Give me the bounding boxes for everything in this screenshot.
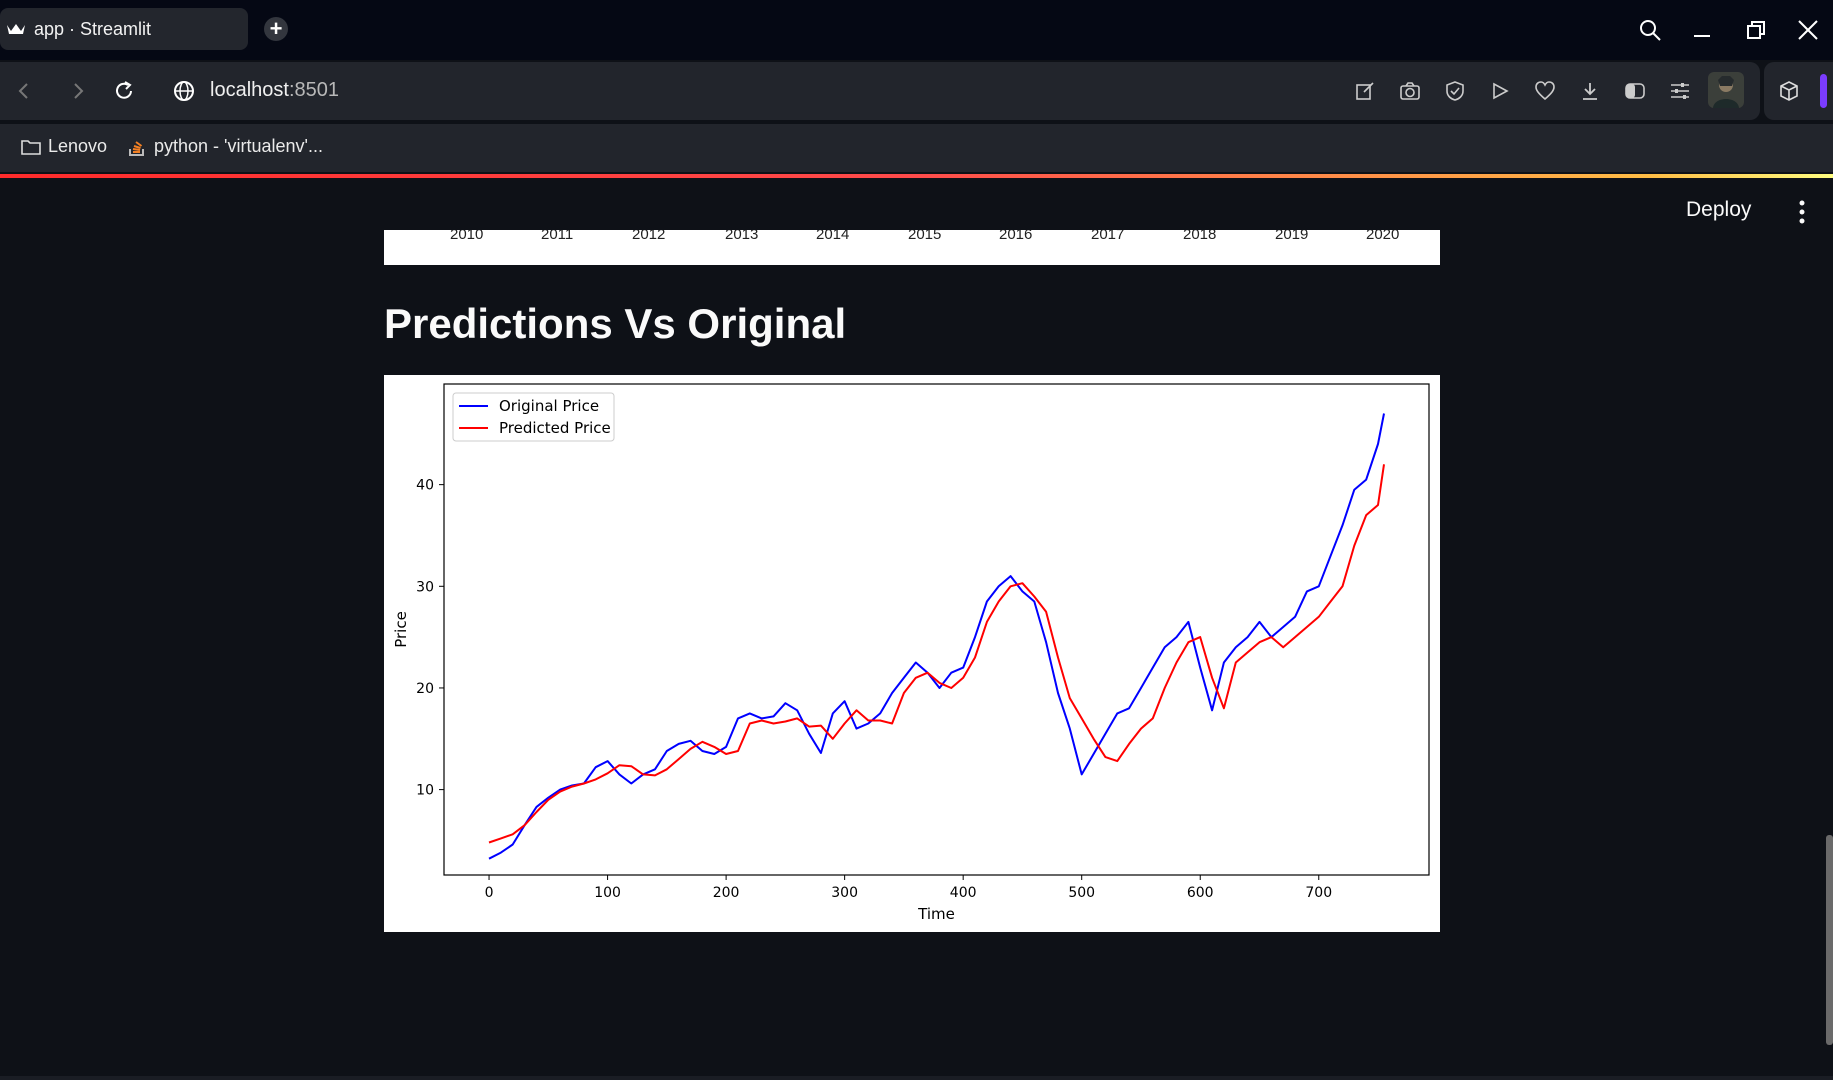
bookmark-python-virtualenv[interactable]: python - 'virtualenv'...: [128, 136, 323, 157]
streamlit-crown-icon: [7, 24, 25, 34]
y-tick-label: 30: [416, 579, 434, 595]
bottom-edge: [0, 1076, 1833, 1080]
edit-share-icon[interactable]: [1352, 78, 1378, 104]
address-bar-row: localhost:8501: [0, 62, 1760, 120]
tab-title: app · Streamlit: [34, 18, 152, 39]
chart-svg: 0 100 200 300 400 500 600 700 10 20 30 40 Time Price O…: [392, 383, 1430, 923]
close-window-icon[interactable]: [1790, 12, 1826, 48]
x-tick-label: 500: [1068, 885, 1095, 901]
camera-icon[interactable]: [1397, 78, 1423, 104]
prev-chart-tick-label: 2014: [816, 230, 850, 243]
back-icon[interactable]: [8, 75, 40, 107]
prev-chart-tick-label: 2013: [725, 230, 759, 243]
extensions-cube-icon[interactable]: [1776, 78, 1802, 104]
prev-chart-tick-label: 2012: [632, 230, 666, 243]
download-icon[interactable]: [1577, 78, 1603, 104]
new-tab-button[interactable]: +: [264, 17, 288, 41]
prev-chart-tick-label: 2018: [1183, 230, 1217, 243]
bookmarks-bar: Lenovo python - 'virtualenv'...: [0, 124, 1833, 172]
x-tick-label: 200: [713, 885, 740, 901]
browser-titlebar: app · Streamlit +: [0, 0, 1833, 60]
settings-sliders-icon[interactable]: [1667, 78, 1693, 104]
reload-icon[interactable]: [108, 75, 140, 107]
x-tick-label: 100: [594, 885, 621, 901]
legend-label: Predicted Price: [499, 419, 611, 437]
prev-chart-tick-label: 2010: [450, 230, 484, 243]
profile-avatar[interactable]: [1708, 72, 1744, 108]
prev-chart-tick-label: 2016: [999, 230, 1033, 243]
prev-chart-tick-label: 2011: [541, 230, 574, 243]
y-tick-label: 40: [416, 478, 434, 494]
predictions-chart: 0 100 200 300 400 500 600 700 10 20 30 40 Time Price O…: [384, 375, 1440, 932]
main-menu-kebab-icon[interactable]: [1794, 198, 1810, 226]
prev-chart-tick-label: 2020: [1366, 230, 1400, 243]
forward-icon[interactable]: [62, 75, 94, 107]
legend-box: [452, 392, 615, 442]
sidebar-handle[interactable]: [1820, 74, 1827, 108]
x-tick-label: 0: [485, 885, 494, 901]
bookmark-lenovo[interactable]: Lenovo: [20, 136, 107, 157]
url-port: :8501: [288, 79, 339, 101]
page-scrollbar-thumb[interactable]: [1826, 835, 1833, 1045]
prev-chart-tick-label: 2019: [1275, 230, 1309, 243]
bookmark-label: Lenovo: [48, 136, 108, 156]
browser-tab[interactable]: app · Streamlit: [0, 8, 248, 50]
legend-label: Original Price: [499, 397, 599, 415]
minimize-icon[interactable]: [1684, 12, 1720, 48]
x-tick-label: 400: [950, 885, 977, 901]
url-field[interactable]: localhost:8501: [210, 79, 339, 102]
section-title: Predictions Vs Original: [384, 300, 847, 347]
heart-icon[interactable]: [1532, 78, 1558, 104]
deploy-button[interactable]: Deploy: [1686, 198, 1752, 221]
plot-frame: [443, 383, 1430, 876]
previous-chart-bottom: 2010 2011 2012 2013 2014 2015 2016 2017 …: [384, 230, 1440, 265]
folder-icon: [21, 139, 41, 155]
y-tick-label: 20: [416, 681, 434, 697]
site-info-globe-icon[interactable]: [168, 75, 200, 107]
search-tabs-icon[interactable]: [1632, 12, 1668, 48]
play-icon[interactable]: [1487, 78, 1513, 104]
shield-icon[interactable]: [1442, 78, 1468, 104]
x-axis-label: Time: [917, 905, 955, 923]
y-tick-label: 10: [416, 783, 434, 799]
y-axis-label: Price: [392, 611, 410, 648]
x-tick-label: 600: [1187, 885, 1214, 901]
series-line-predicted: [488, 464, 1385, 844]
extensions-area: [1764, 62, 1833, 120]
streamlit-decoration-bar: [0, 174, 1833, 178]
prev-chart-tick-label: 2015: [908, 230, 942, 243]
url-host: localhost: [210, 79, 289, 101]
x-tick-label: 700: [1305, 885, 1332, 901]
sidebar-toggle-icon[interactable]: [1622, 78, 1648, 104]
prev-chart-tick-label: 2017: [1091, 230, 1125, 243]
x-tick-label: 300: [831, 885, 858, 901]
restore-icon[interactable]: [1738, 12, 1774, 48]
bookmark-label: python - 'virtualenv'...: [154, 136, 323, 156]
series-line-original: [488, 413, 1385, 860]
stackoverflow-icon: [129, 140, 144, 156]
